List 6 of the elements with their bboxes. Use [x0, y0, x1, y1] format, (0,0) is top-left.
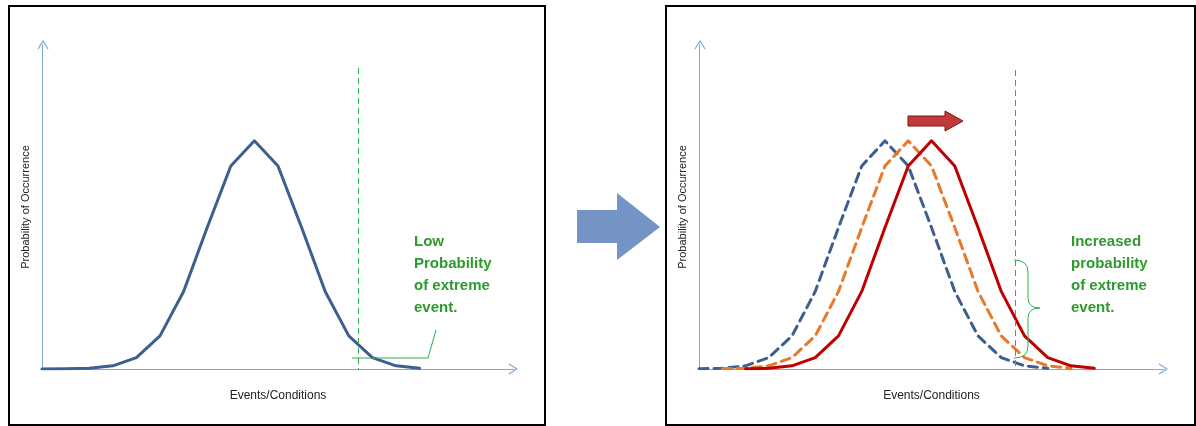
x-axis-title: Events/Conditions: [883, 388, 980, 402]
annotation: Increased probability of extreme event.: [1071, 231, 1152, 315]
y-axis-title: Probability of Occurrence: [675, 145, 688, 269]
annotation: Low Probability of extreme event.: [414, 231, 496, 315]
x-axis-title: Events/Conditions: [229, 388, 327, 402]
y-axis-title: Probability of Occurrence: [18, 145, 31, 269]
